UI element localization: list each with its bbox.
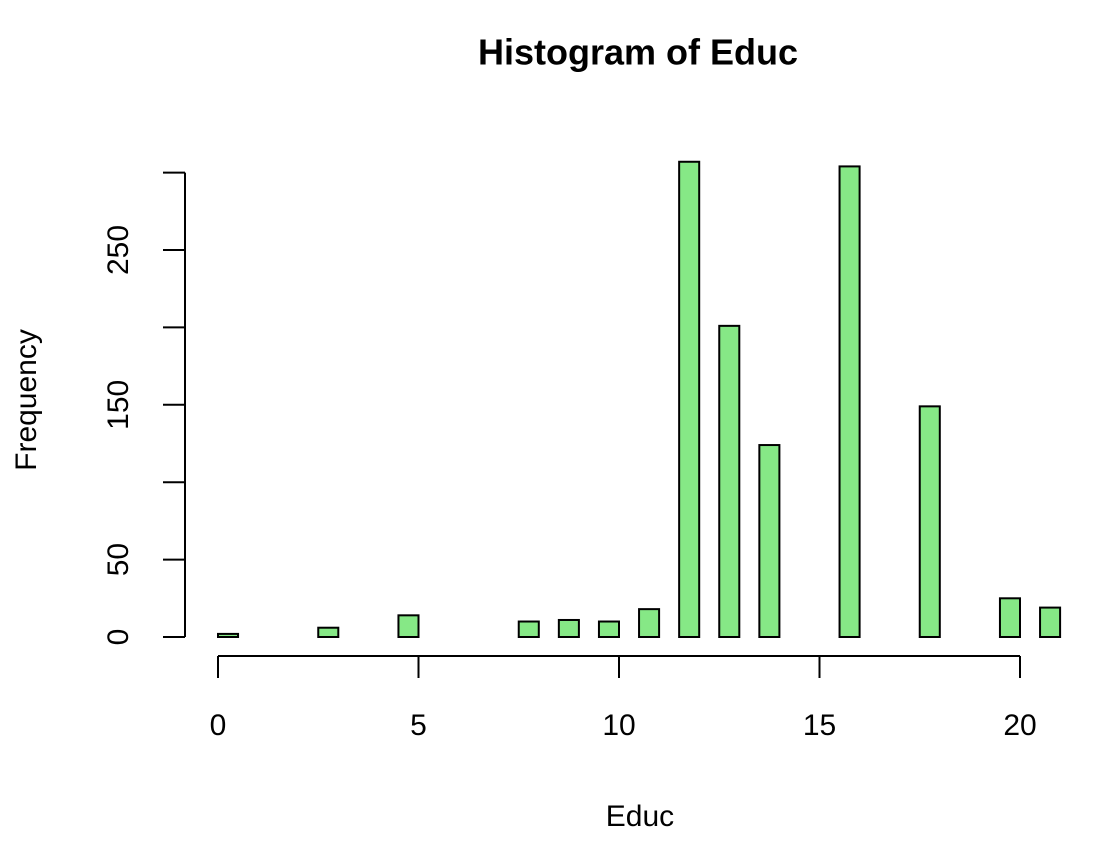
bar: [758, 444, 781, 638]
y-tick-label: 150: [102, 380, 135, 430]
x-tick-label: 0: [210, 709, 227, 742]
x-tick-label: 15: [803, 709, 836, 742]
bar: [217, 632, 240, 638]
bar: [638, 608, 661, 638]
bar: [998, 597, 1022, 638]
x-tick-label: 10: [602, 709, 635, 742]
bar: [678, 160, 701, 638]
y-axis-label: Frequency: [10, 329, 43, 471]
bar: [718, 324, 741, 638]
bar: [557, 618, 580, 638]
bar: [838, 165, 861, 639]
y-tick-label: 50: [102, 543, 135, 576]
x-tick-label: 5: [410, 709, 427, 742]
bar: [397, 614, 420, 639]
bar: [1039, 606, 1062, 639]
x-axis-label: Educ: [606, 800, 674, 833]
bar: [317, 626, 340, 638]
y-tick-label: 250: [102, 225, 135, 275]
chart-title: Histogram of Educ: [478, 32, 798, 73]
bar: [918, 405, 941, 638]
y-tick-label: 0: [102, 629, 135, 646]
bar: [517, 620, 540, 639]
bar: [597, 620, 621, 639]
x-tick-label: 20: [1003, 709, 1036, 742]
